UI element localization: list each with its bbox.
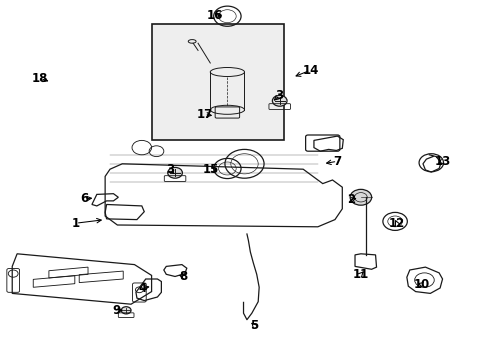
Text: 13: 13: [433, 155, 450, 168]
Text: 12: 12: [388, 217, 405, 230]
Text: 5: 5: [250, 319, 258, 332]
Text: 14: 14: [302, 64, 318, 77]
Text: 7: 7: [333, 155, 341, 168]
Text: 6: 6: [80, 192, 88, 205]
Circle shape: [121, 307, 131, 314]
Text: 1: 1: [72, 217, 80, 230]
Text: 17: 17: [196, 108, 212, 121]
Text: 18: 18: [32, 72, 48, 85]
FancyBboxPatch shape: [151, 24, 283, 140]
Text: 8: 8: [179, 270, 187, 283]
Text: 4: 4: [139, 282, 146, 294]
Text: 11: 11: [352, 268, 368, 281]
Text: 9: 9: [112, 304, 120, 317]
Text: 15: 15: [203, 163, 219, 176]
Text: 3: 3: [166, 163, 174, 176]
Text: 16: 16: [206, 9, 223, 22]
Text: 3: 3: [275, 89, 283, 102]
Circle shape: [272, 95, 286, 106]
Circle shape: [349, 189, 371, 205]
Text: 10: 10: [412, 278, 429, 291]
Circle shape: [167, 167, 182, 178]
Text: 2: 2: [346, 193, 354, 206]
